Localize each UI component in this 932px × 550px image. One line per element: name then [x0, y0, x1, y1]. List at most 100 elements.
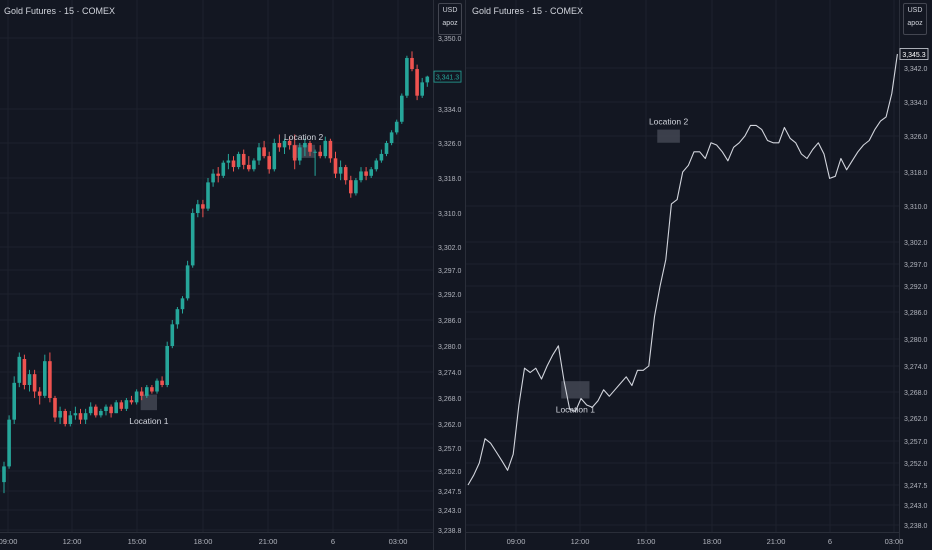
- candle: [73, 406, 78, 420]
- grid: [466, 0, 899, 532]
- candle: [53, 395, 57, 422]
- y-tick-label: 3,302.0: [904, 240, 927, 247]
- y-tick-label: 3,274.0: [904, 364, 927, 371]
- candle-body: [48, 361, 52, 398]
- y-tick-label: 3,262.0: [438, 422, 461, 429]
- candle-body: [27, 374, 32, 385]
- candlestick-chart-panel[interactable]: Location 1 Location 2 3,350.0 3,334.0 3,326.…: [0, 0, 465, 550]
- candle-body: [32, 374, 37, 392]
- candle: [241, 149, 246, 170]
- currency-badge[interactable]: USD apoz: [903, 3, 927, 35]
- candle-body: [349, 180, 353, 194]
- y-tick-label: 3,268.0: [904, 390, 927, 397]
- candle-body: [405, 57, 409, 96]
- candle: [369, 167, 373, 178]
- candle-body: [12, 382, 16, 420]
- candle-body: [114, 402, 118, 414]
- line-chart: Location 1 Location 2 3,342.0 3,334.0 3,326.…: [466, 0, 929, 550]
- candle: [124, 398, 129, 411]
- x-tick-label: 03:00: [389, 537, 408, 546]
- candle-body: [99, 411, 103, 416]
- y-tick-label: 3,286.0: [904, 310, 927, 317]
- candle: [338, 160, 343, 181]
- y-tick-label: 3,262.0: [904, 416, 927, 423]
- location-label-2: Location 2: [284, 132, 323, 142]
- candle: [119, 400, 124, 411]
- candle-body: [206, 182, 210, 209]
- line-chart-panel[interactable]: Location 1 Location 2 3,342.0 3,334.0 3,326.…: [466, 0, 932, 550]
- y-tick-label: 3,326.0: [438, 141, 461, 148]
- currency-label: USD: [442, 7, 458, 14]
- candle-body: [298, 147, 302, 161]
- y-tick-label: 3,280.0: [904, 337, 927, 344]
- candle: [109, 404, 113, 418]
- y-tick-label: 3,243.0: [904, 503, 927, 510]
- chart-title: Gold Futures · 15 · COMEX: [472, 6, 584, 16]
- candle-body: [415, 69, 419, 96]
- candle: [114, 400, 118, 414]
- candle-body: [119, 402, 124, 409]
- candle-body: [2, 466, 6, 483]
- candle-body: [185, 265, 190, 299]
- x-tick-label: 09:00: [507, 537, 526, 546]
- candle: [211, 169, 215, 187]
- candle-body: [109, 406, 113, 414]
- y-tick-label: 3,326.0: [904, 134, 927, 141]
- candle: [379, 149, 384, 163]
- last-price-label: 3,341.3: [436, 75, 459, 82]
- candle: [160, 376, 164, 388]
- candle: [343, 164, 348, 185]
- y-tick-label: 3,238.8: [438, 528, 461, 535]
- candle: [99, 408, 103, 418]
- candle: [303, 138, 307, 157]
- candle-body: [180, 298, 185, 310]
- candle: [78, 408, 83, 424]
- x-tick-label: 6: [828, 537, 832, 546]
- candle-body: [318, 151, 322, 157]
- y-tick-label: 3,302.0: [438, 245, 461, 252]
- y-tick-label: 3,252.0: [904, 461, 927, 468]
- candle: [17, 352, 22, 388]
- currency-label: USD: [907, 7, 923, 14]
- candle-body: [37, 391, 42, 396]
- candle-body: [78, 413, 83, 420]
- candle-body: [68, 415, 73, 424]
- candle-body: [226, 160, 231, 163]
- candle-body: [303, 143, 307, 148]
- y-tick-label: 3,310.0: [438, 211, 461, 218]
- candle: [37, 387, 42, 405]
- candle-body: [216, 173, 220, 176]
- candle-body: [354, 180, 358, 194]
- unit-label: apoz: [907, 20, 923, 27]
- candle: [170, 320, 175, 349]
- candle-body: [94, 406, 98, 416]
- candle: [190, 208, 195, 268]
- last-price-tag: 3,341.3: [433, 70, 462, 83]
- candle-body: [150, 387, 154, 392]
- candle-body: [221, 162, 226, 176]
- currency-badge[interactable]: USD apoz: [438, 3, 462, 35]
- candle-body: [175, 309, 180, 325]
- candle: [313, 149, 317, 176]
- candle: [272, 138, 277, 172]
- candle: [364, 167, 368, 181]
- candle: [206, 178, 210, 211]
- candle: [267, 151, 271, 174]
- candle-body: [338, 167, 343, 174]
- candle-body: [364, 171, 368, 176]
- candle-body: [420, 82, 424, 96]
- candle: [262, 140, 266, 159]
- y-tick-label: 3,297.0: [438, 268, 461, 275]
- candle: [165, 341, 169, 388]
- y-tick-label: 3,247.5: [904, 483, 927, 490]
- y-tick-label: 3,274.0: [438, 370, 461, 377]
- candle-body: [190, 213, 195, 266]
- panel-divider[interactable]: [465, 0, 466, 550]
- location-label-1: Location 1: [129, 416, 168, 426]
- candle-body: [425, 76, 430, 83]
- candle: [27, 369, 32, 392]
- candle: [394, 119, 399, 135]
- candle-body: [282, 140, 287, 148]
- candle: [94, 404, 98, 418]
